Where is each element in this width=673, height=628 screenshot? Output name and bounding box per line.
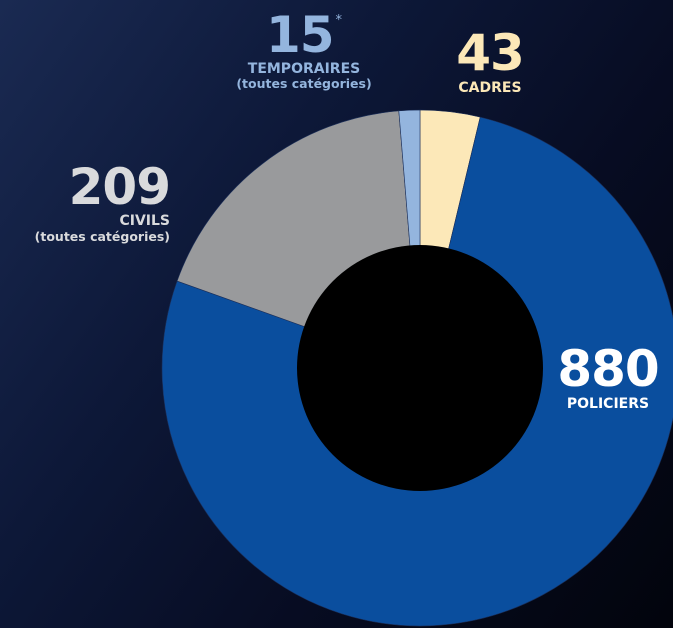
- donut-hole: [297, 245, 543, 491]
- temporaires-label: 15 * TEMPORAIRES (toutes catégories): [229, 10, 379, 91]
- civils-caption: CIVILS: [119, 213, 170, 229]
- temporaires-caption: TEMPORAIRES: [247, 61, 361, 77]
- cadres-caption: CADRES: [458, 80, 522, 96]
- civils-subcaption: (toutes catégories): [34, 229, 170, 244]
- policiers-value: 880: [557, 340, 659, 398]
- civils-label: 209 CIVILS (toutes catégories): [10, 158, 171, 244]
- footnote-mark: *: [335, 13, 343, 28]
- policiers-caption: POLICIERS: [566, 396, 650, 412]
- temporaires-subcaption: (toutes catégories): [236, 76, 372, 91]
- policiers-label: 880 POLICIERS: [548, 344, 668, 411]
- cadres-label: 43 CADRES: [445, 28, 535, 95]
- civils-value: 209: [68, 158, 171, 216]
- cadres-value: 43: [456, 24, 525, 82]
- temporaires-value: 15: [265, 6, 335, 64]
